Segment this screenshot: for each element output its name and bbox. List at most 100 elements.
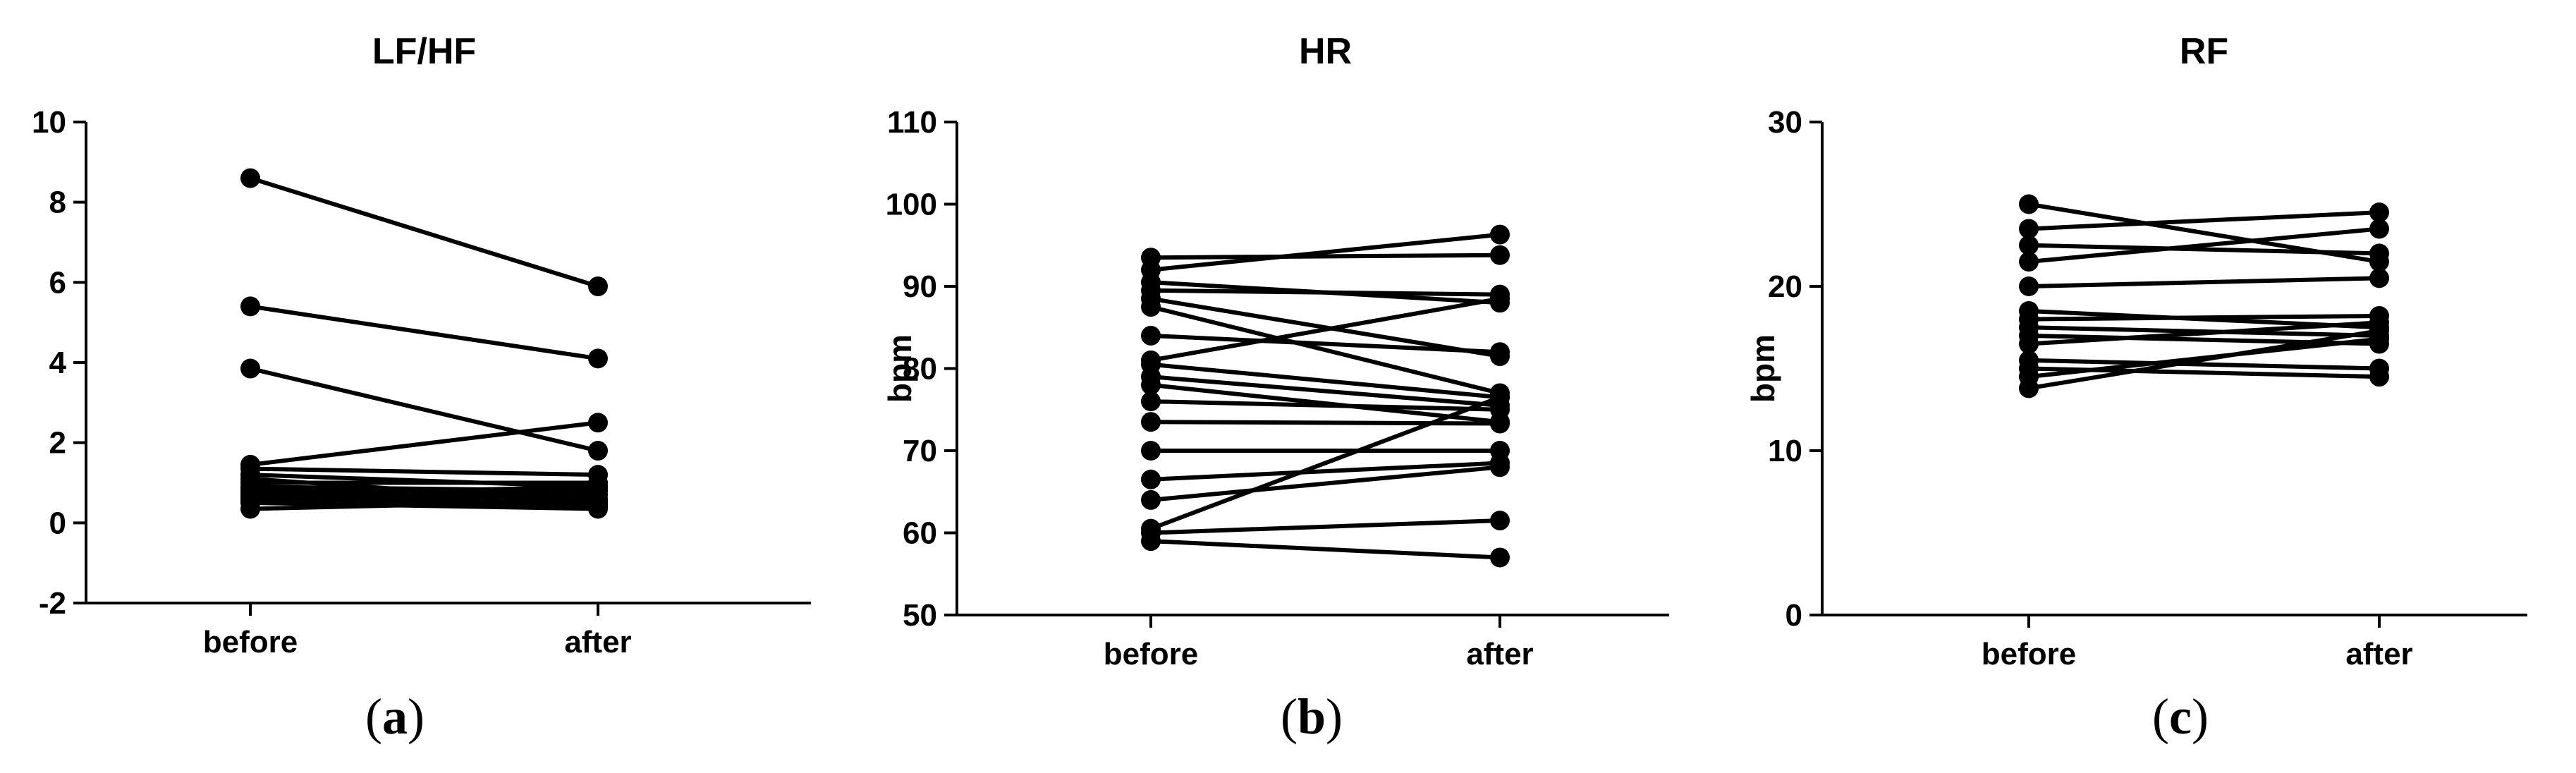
y-tick-label: 60 bbox=[903, 516, 937, 551]
y-tick-label: 100 bbox=[886, 188, 937, 222]
before-point bbox=[240, 168, 260, 188]
subject-line bbox=[1150, 375, 1501, 408]
before-point bbox=[2019, 252, 2039, 272]
y-tick-label: 10 bbox=[32, 105, 66, 140]
subject-line bbox=[250, 420, 599, 467]
before-point bbox=[240, 358, 260, 379]
chart-title: LF/HF bbox=[372, 31, 476, 72]
after-point bbox=[1490, 245, 1510, 265]
after-point bbox=[1490, 342, 1510, 363]
y-tick-label: 20 bbox=[1768, 269, 1802, 304]
after-point bbox=[588, 348, 608, 369]
y-tick-label: 70 bbox=[903, 434, 937, 468]
subject-line bbox=[1150, 305, 1501, 396]
after-point bbox=[1490, 511, 1510, 531]
after-point bbox=[2369, 320, 2389, 341]
subject-line bbox=[1150, 288, 1501, 297]
subject-line bbox=[250, 304, 599, 361]
subject-line bbox=[1150, 518, 1501, 535]
subject-line bbox=[250, 485, 599, 497]
subject-line bbox=[250, 488, 599, 504]
chart-title: RF bbox=[2180, 31, 2228, 72]
subject-line bbox=[1149, 395, 1501, 531]
chart-lf-hf: LF/HF -2 0 2 4 6 8 10 before after bbox=[32, 31, 811, 659]
chart-title: HR bbox=[1299, 31, 1352, 72]
after-point bbox=[2369, 367, 2389, 387]
subject-line bbox=[2028, 320, 2380, 346]
x-tick-label: after bbox=[564, 625, 631, 659]
subject-line bbox=[1150, 461, 1501, 482]
before-point bbox=[1141, 391, 1161, 412]
caption-a-letter: a bbox=[382, 688, 408, 745]
panel-b: HR bpm 50 60 70 80 90 100 110 before after (b) bbox=[858, 0, 1716, 773]
x-tick-label: after bbox=[2345, 637, 2412, 671]
y-tick-label: 50 bbox=[903, 598, 937, 633]
before-point bbox=[1141, 531, 1161, 552]
subject-line bbox=[1150, 399, 1501, 412]
subject-line bbox=[1150, 252, 1501, 260]
subject-line bbox=[250, 366, 599, 453]
caption-c: (c) bbox=[2152, 688, 2209, 745]
after-point bbox=[1490, 457, 1510, 477]
y-tick-label: 0 bbox=[49, 506, 66, 540]
subject-line bbox=[250, 466, 599, 477]
y-tick-label: 10 bbox=[1768, 434, 1802, 468]
subject-line bbox=[2028, 210, 2380, 231]
subject-line bbox=[250, 176, 599, 288]
before-point bbox=[2019, 378, 2039, 398]
after-point bbox=[1490, 387, 1510, 408]
y-axis-label: bpm bbox=[881, 334, 918, 403]
y-tick-label: 0 bbox=[1786, 598, 1802, 633]
y-tick-label: 90 bbox=[903, 269, 937, 304]
after-point bbox=[2369, 243, 2389, 264]
x-tick-label: before bbox=[1982, 637, 2076, 671]
caption-b: (b) bbox=[1280, 688, 1343, 745]
y-tick-label: 80 bbox=[903, 352, 937, 386]
before-point bbox=[1141, 325, 1161, 346]
y-tick-label: 110 bbox=[887, 105, 937, 140]
before-point bbox=[1141, 375, 1161, 395]
x-tick-label: after bbox=[1466, 637, 1533, 671]
subject-line bbox=[1150, 333, 1501, 355]
after-point bbox=[2369, 268, 2389, 288]
subject-line bbox=[2028, 358, 2380, 371]
subject-line bbox=[2028, 276, 2380, 288]
y-tick-label: -2 bbox=[39, 586, 66, 621]
subject-line bbox=[2028, 328, 2380, 391]
before-point bbox=[2019, 219, 2039, 239]
chart-hr: HR bpm 50 60 70 80 90 100 110 before after bbox=[881, 31, 1669, 671]
after-point bbox=[2369, 219, 2389, 239]
chart-rf: RF bpm 0 10 20 30 before after bbox=[1745, 31, 2527, 671]
subject-line bbox=[1150, 539, 1501, 560]
subject-line bbox=[1150, 296, 1501, 363]
panel-a: LF/HF -2 0 2 4 6 8 10 before after (a) bbox=[0, 0, 858, 773]
after-point bbox=[1490, 224, 1510, 245]
after-point bbox=[588, 413, 608, 433]
subject-line bbox=[1150, 232, 1501, 272]
y-tick-label: 4 bbox=[49, 346, 67, 380]
after-point bbox=[1490, 288, 1510, 309]
y-axis-label: bpm bbox=[1745, 334, 1781, 403]
before-point bbox=[240, 499, 260, 519]
before-point bbox=[1141, 297, 1161, 317]
y-tick-label: 8 bbox=[49, 185, 66, 220]
before-point bbox=[1141, 489, 1161, 510]
caption-c-letter: c bbox=[2169, 688, 2192, 745]
subject-line bbox=[2028, 226, 2380, 264]
before-point bbox=[2019, 194, 2039, 214]
after-point bbox=[2369, 202, 2389, 223]
subject-line bbox=[1150, 362, 1501, 400]
before-point bbox=[1141, 412, 1161, 432]
after-point bbox=[588, 276, 608, 297]
caption-b-letter: b bbox=[1297, 688, 1326, 745]
subject-line bbox=[1150, 420, 1501, 426]
before-point bbox=[240, 296, 260, 317]
subject-line bbox=[2028, 243, 2380, 256]
before-point bbox=[1141, 441, 1161, 461]
after-point bbox=[1490, 413, 1510, 434]
before-point bbox=[2019, 334, 2039, 354]
before-point bbox=[1141, 469, 1161, 489]
caption-a: (a) bbox=[365, 688, 425, 745]
subject-line bbox=[250, 499, 599, 511]
